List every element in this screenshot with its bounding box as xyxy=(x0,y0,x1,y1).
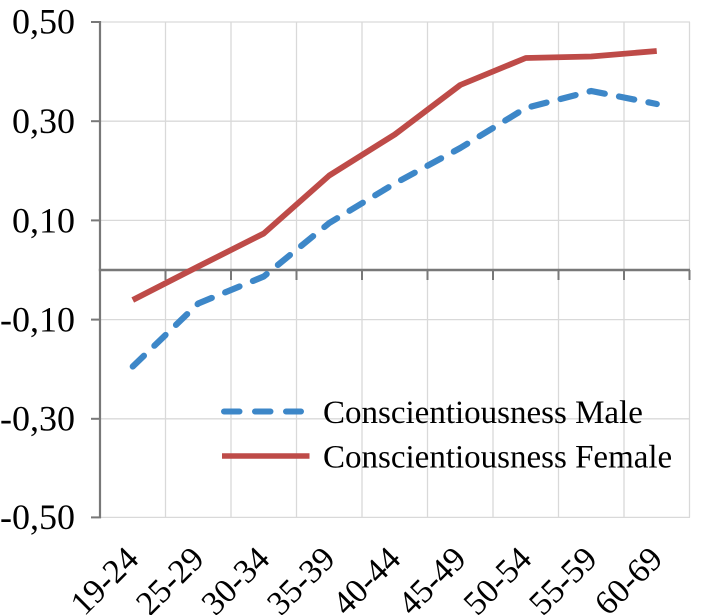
svg-text:-0,30: -0,30 xyxy=(0,399,75,439)
svg-text:0,50: 0,50 xyxy=(12,2,75,42)
svg-text:0,30: 0,30 xyxy=(12,101,75,141)
svg-text:0,10: 0,10 xyxy=(12,201,75,241)
svg-text:Conscientiousness Male: Conscientiousness Male xyxy=(323,395,643,431)
svg-text:-0,50: -0,50 xyxy=(0,497,75,537)
svg-text:-0,10: -0,10 xyxy=(0,299,75,339)
svg-text:Conscientiousness Female: Conscientiousness Female xyxy=(323,440,672,476)
